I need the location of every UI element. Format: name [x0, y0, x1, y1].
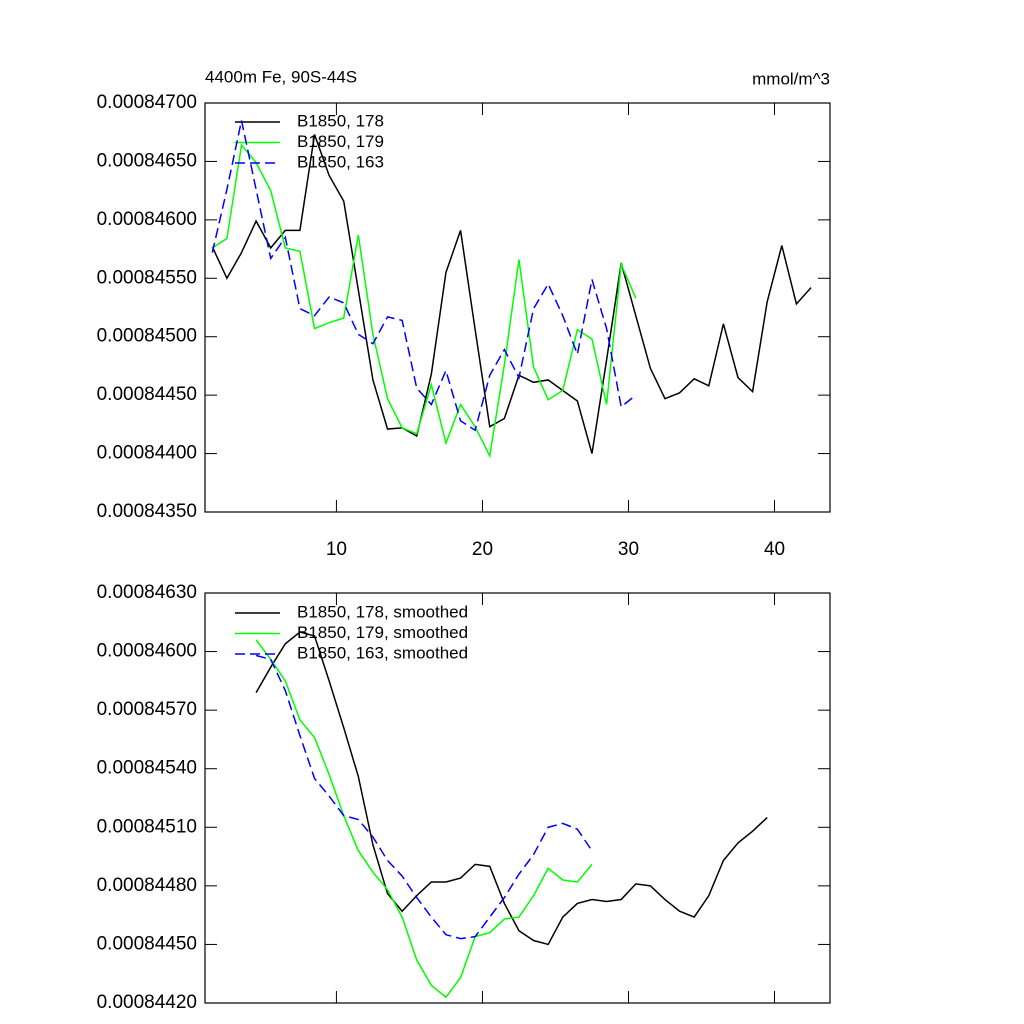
- x-tick-label: 20: [472, 539, 493, 560]
- series-line: [211, 134, 812, 454]
- series-line: [211, 120, 637, 432]
- plot-frame: [204, 592, 831, 1004]
- legend-label: B1850, 178, smoothed: [297, 602, 468, 621]
- y-tick-label: 0.00084540: [97, 758, 197, 779]
- series-line: [255, 631, 768, 946]
- y-tick-label: 0.00084630: [97, 582, 197, 603]
- legend-label: B1850, 179, smoothed: [297, 623, 468, 642]
- x-tick-label: 10: [326, 539, 347, 560]
- y-tick-label: 0.00084400: [97, 443, 197, 464]
- plot-frame: [204, 102, 831, 513]
- y-tick-label: 0.00084420: [97, 992, 197, 1013]
- y-tick-label: 0.00084450: [97, 933, 197, 954]
- units-label: mmol/m^3: [752, 69, 830, 88]
- y-tick-label: 0.00084650: [97, 150, 197, 171]
- y-tick-label: 0.00084510: [97, 816, 197, 837]
- series-line: [255, 654, 593, 940]
- y-tick-label: 0.00084700: [97, 92, 197, 113]
- y-tick-label: 0.00084350: [97, 501, 197, 522]
- x-tick-label: 40: [764, 539, 785, 560]
- y-tick-label: 0.00084500: [97, 326, 197, 347]
- y-tick-label: 0.00084600: [97, 641, 197, 662]
- legend-label: B1850, 163, smoothed: [297, 643, 468, 662]
- chart-title: 4400m Fe, 90S-44S: [205, 67, 357, 86]
- legend-label: B1850, 179: [297, 132, 384, 151]
- y-tick-label: 0.00084550: [97, 267, 197, 288]
- x-tick-label: 30: [618, 539, 639, 560]
- y-tick-label: 0.00084480: [97, 875, 197, 896]
- legend-label: B1850, 163: [297, 152, 384, 171]
- y-tick-label: 0.00084570: [97, 699, 197, 720]
- series-line: [255, 639, 593, 999]
- y-tick-label: 0.00084600: [97, 209, 197, 230]
- y-tick-label: 0.00084450: [97, 384, 197, 405]
- legend-label: B1850, 178: [297, 111, 384, 130]
- series-line: [211, 143, 637, 459]
